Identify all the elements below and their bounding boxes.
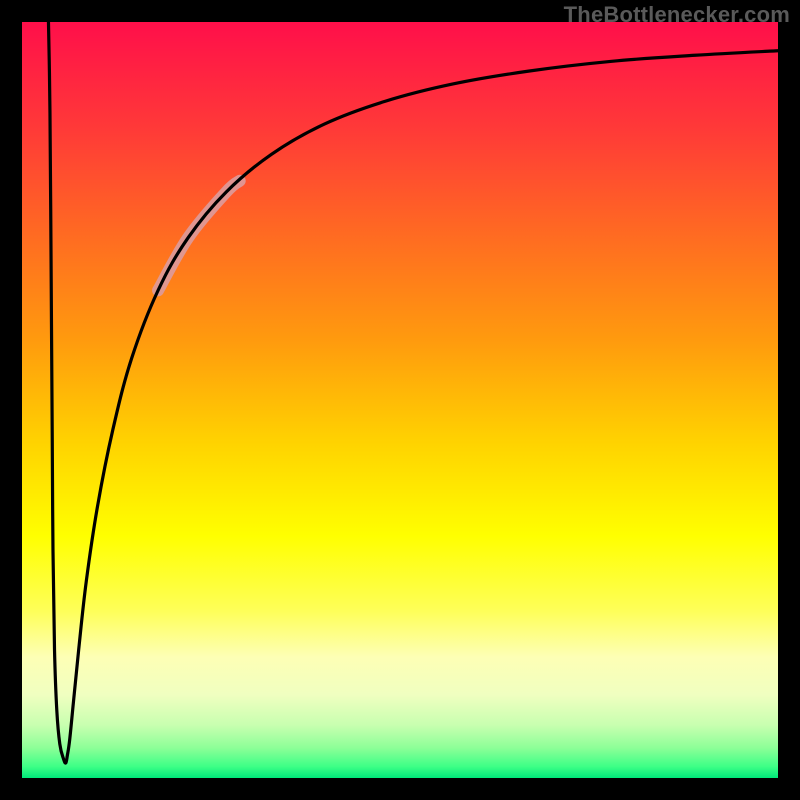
watermark-text: TheBottlenecker.com [564,2,790,28]
bottleneck-chart [22,22,778,778]
gradient-background [22,22,778,778]
plot-area [22,22,778,778]
